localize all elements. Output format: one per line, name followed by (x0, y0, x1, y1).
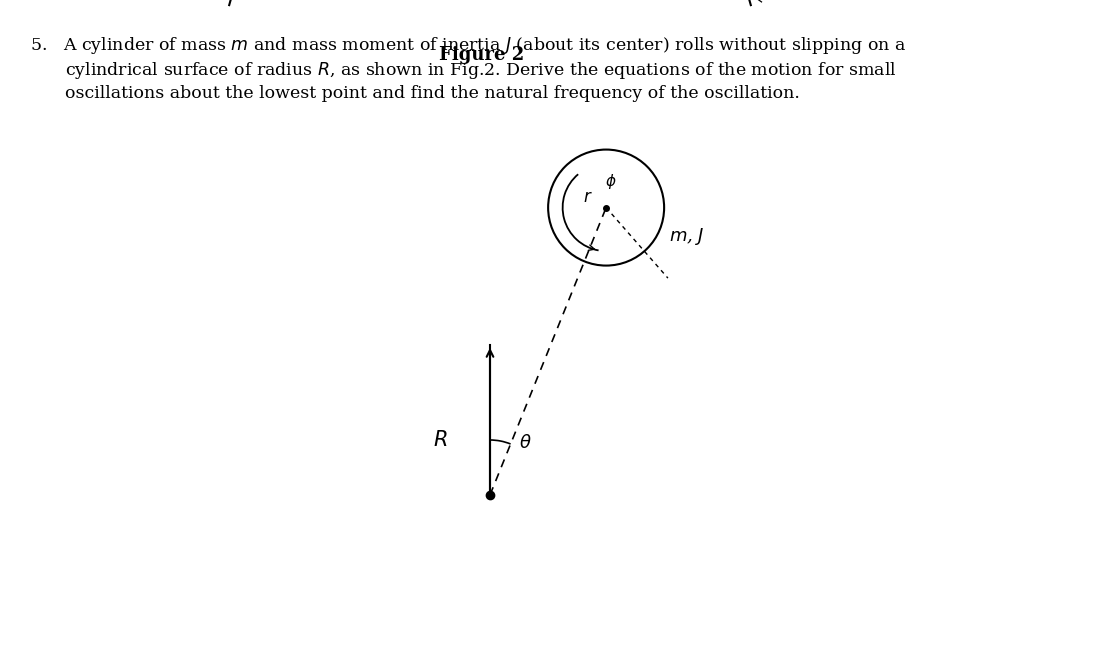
Text: $\theta$: $\theta$ (519, 434, 531, 452)
Text: $\phi$: $\phi$ (605, 172, 617, 191)
Text: oscillations about the lowest point and find the natural frequency of the oscill: oscillations about the lowest point and … (65, 85, 800, 102)
Text: 5.   A cylinder of mass $m$ and mass moment of inertia $J$ (about its center) ro: 5. A cylinder of mass $m$ and mass momen… (30, 35, 906, 56)
Text: Figure 2: Figure 2 (439, 46, 524, 64)
Text: $m$, $J$: $m$, $J$ (669, 226, 704, 247)
Text: cylindrical surface of radius $R$, as shown in Fig.2. Derive the equations of th: cylindrical surface of radius $R$, as sh… (65, 60, 897, 81)
Text: $R$: $R$ (432, 430, 447, 450)
Text: $r$: $r$ (584, 189, 592, 206)
